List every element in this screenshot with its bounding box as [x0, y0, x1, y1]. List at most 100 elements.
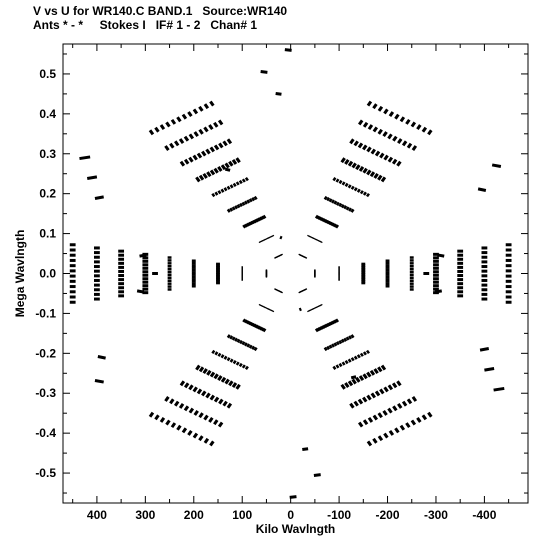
uv-point [244, 365, 249, 370]
uv-point [267, 307, 270, 310]
y-tick-label: -0.5 [35, 466, 56, 480]
uv-point [245, 320, 250, 325]
uv-point [369, 171, 376, 178]
uv-point [251, 197, 256, 202]
uv-point [347, 160, 354, 167]
y-tick-label: 0.5 [39, 67, 56, 81]
uv-point [329, 221, 334, 226]
uv-point [136, 289, 145, 294]
uv-point [218, 398, 224, 405]
uv-point [258, 241, 261, 244]
uv-point [353, 355, 358, 360]
uv-point [320, 325, 325, 330]
uv-point [347, 380, 354, 387]
uv-point [362, 396, 368, 403]
uv-point [236, 338, 241, 343]
uv-point [209, 100, 215, 107]
uv-point [238, 179, 243, 185]
uv-point [394, 427, 400, 434]
uv-point [187, 430, 193, 436]
uv-point [370, 148, 376, 155]
uv-point [350, 375, 357, 380]
uv-point [211, 349, 216, 355]
uv-point [345, 206, 350, 211]
uv-point [341, 361, 346, 366]
uv-point [392, 405, 398, 412]
uv-point [477, 187, 487, 192]
uv-point [323, 346, 328, 352]
uv-point [280, 253, 284, 256]
uv-point [329, 321, 334, 326]
uv-point [311, 307, 315, 310]
uv-point [192, 432, 199, 439]
uv-point [311, 237, 315, 240]
uv-point [343, 205, 348, 210]
uv-point [383, 154, 389, 161]
uv-point [307, 234, 310, 237]
uv-point [226, 357, 231, 362]
uv-point [416, 416, 422, 423]
uv-point [284, 48, 292, 52]
uv-point [209, 371, 216, 378]
uv-point [256, 217, 261, 222]
uv-point [330, 199, 335, 204]
uv-point [310, 236, 313, 239]
uv-point [232, 182, 237, 188]
uv-point [318, 239, 321, 243]
uv-point [365, 192, 370, 198]
uv-point [231, 206, 236, 211]
uv-point [253, 323, 258, 328]
uv-point [220, 376, 227, 383]
uv-point [183, 135, 190, 142]
uv-point [421, 126, 428, 133]
uv-point [388, 430, 395, 436]
uv-point [209, 440, 215, 447]
uv-point [253, 346, 258, 352]
uv-point [406, 398, 413, 405]
uv-point [369, 369, 376, 376]
y-tick-label: 0.2 [39, 187, 56, 201]
uv-point [243, 342, 248, 347]
uv-point [94, 378, 104, 384]
uv-point [154, 414, 160, 421]
uv-point [192, 386, 198, 393]
uv-point [357, 142, 364, 149]
uv-point [328, 198, 333, 203]
uv-point [298, 307, 302, 312]
uv-point [379, 152, 385, 159]
uv-point [340, 157, 346, 164]
uv-point [397, 138, 403, 144]
uv-point [358, 375, 365, 382]
uv-point [248, 344, 253, 349]
uv-point [382, 409, 388, 416]
uv-point [325, 219, 330, 225]
uv-point [220, 164, 227, 171]
uv-point [320, 217, 325, 222]
uv-point [372, 103, 378, 110]
uv-point [229, 207, 234, 212]
uv-point [260, 327, 265, 332]
uv-point [399, 116, 406, 123]
uv-point [224, 162, 230, 169]
y-tick-label: -0.1 [35, 306, 56, 320]
uv-point [217, 165, 223, 172]
uv-point [223, 355, 228, 360]
uv-point [362, 144, 368, 151]
uv-point [244, 177, 249, 182]
uv-point [351, 378, 357, 385]
uv-point [341, 181, 346, 186]
uv-point [338, 202, 343, 208]
uv-point [272, 234, 275, 237]
uv-point [205, 148, 211, 155]
uv-point [213, 373, 219, 380]
uv-point [169, 398, 175, 405]
uv-point [333, 223, 338, 228]
uv-point [351, 162, 357, 169]
uv-point [241, 364, 246, 369]
uv-point [154, 126, 160, 133]
uv-point [241, 201, 246, 206]
uv-point [229, 184, 234, 189]
uv-point [213, 121, 219, 128]
uv-point [333, 342, 338, 347]
uv-point [192, 154, 198, 161]
